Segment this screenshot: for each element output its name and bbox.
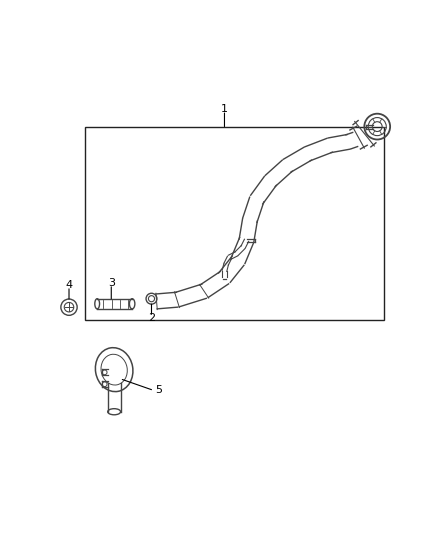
Bar	[85, 127, 384, 320]
Text: 1: 1	[221, 104, 228, 114]
Text: 4: 4	[65, 280, 73, 290]
Text: 5: 5	[155, 385, 162, 394]
Text: 2: 2	[148, 313, 155, 322]
Text: 3: 3	[108, 278, 115, 288]
